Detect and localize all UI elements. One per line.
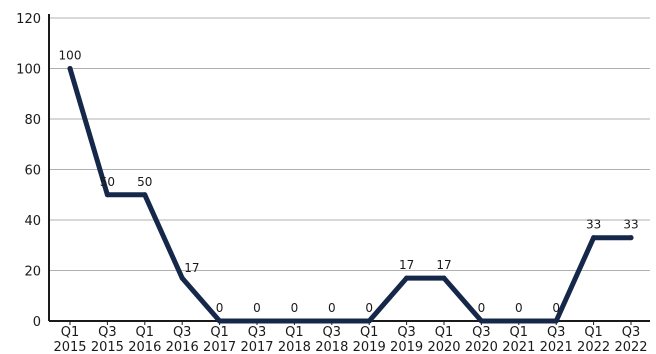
- y-tick-label: 40: [24, 214, 41, 229]
- y-tick-label: 100: [16, 63, 41, 78]
- x-tick-label-quarter: Q3: [323, 325, 342, 340]
- x-tick-label-year: 2021: [540, 340, 573, 354]
- x-tick-label-year: 2019: [353, 340, 386, 354]
- x-tick-label-year: 2020: [465, 340, 498, 354]
- x-tick-labels: Q12015Q32015Q12016Q32016Q12017Q32017Q120…: [53, 325, 647, 354]
- data-label: 0: [515, 301, 523, 315]
- data-point: [516, 318, 522, 324]
- data-point: [366, 318, 372, 324]
- data-label: 17: [436, 258, 451, 272]
- data-point: [404, 275, 410, 281]
- x-tick-label-year: 2019: [390, 340, 423, 354]
- series: [67, 66, 634, 324]
- data-point: [329, 318, 335, 324]
- data-point: [217, 318, 223, 324]
- y-tick-label: 80: [24, 113, 41, 128]
- x-tick-label-year: 2017: [203, 340, 236, 354]
- x-tick-label-quarter: Q3: [472, 325, 491, 340]
- x-tick-label-year: 2016: [128, 340, 161, 354]
- data-label: 17: [184, 261, 199, 275]
- data-point: [591, 235, 597, 241]
- x-tick-label-year: 2021: [502, 340, 535, 354]
- x-tick-label-quarter: Q3: [173, 325, 192, 340]
- data-point: [441, 275, 447, 281]
- y-tick-label: 0: [33, 315, 41, 330]
- x-tick-label-quarter: Q3: [98, 325, 117, 340]
- x-tick-label-quarter: Q1: [435, 325, 454, 340]
- data-point: [104, 192, 110, 198]
- data-point: [179, 275, 185, 281]
- x-tick-label-quarter: Q3: [547, 325, 566, 340]
- x-tick-label-year: 2020: [427, 340, 460, 354]
- data-label: 0: [328, 301, 336, 315]
- x-tick-label-year: 2016: [166, 340, 199, 354]
- data-point: [254, 318, 260, 324]
- data-label: 33: [623, 218, 638, 232]
- data-label: 0: [365, 301, 373, 315]
- data-label: 0: [552, 301, 560, 315]
- data-point: [291, 318, 297, 324]
- x-tick-label-quarter: Q3: [248, 325, 267, 340]
- y-tick-labels: 0 20 40 60 80 100 120: [16, 12, 41, 330]
- data-point: [628, 235, 634, 241]
- data-label: 50: [100, 175, 115, 189]
- data-label: 33: [586, 218, 601, 232]
- data-label: 0: [291, 301, 299, 315]
- data-labels: 100 50 50 17 0 0 0 0 0 17 17 0 0 0 33 33: [59, 49, 639, 316]
- x-tick-label-quarter: Q1: [61, 325, 80, 340]
- x-tick-label-quarter: Q1: [584, 325, 603, 340]
- x-tick-label-quarter: Q1: [285, 325, 304, 340]
- data-label: 0: [216, 301, 224, 315]
- x-tick-label-year: 2022: [577, 340, 610, 354]
- x-tick-label-year: 2022: [614, 340, 647, 354]
- data-point: [142, 192, 148, 198]
- data-label: 50: [137, 175, 152, 189]
- x-tick-label-quarter: Q3: [622, 325, 641, 340]
- x-tick-label-quarter: Q1: [210, 325, 229, 340]
- series-line: [67, 66, 634, 324]
- data-point: [553, 318, 559, 324]
- y-tick-label: 120: [16, 12, 41, 27]
- data-point: [67, 66, 73, 71]
- data-label: 0: [253, 301, 261, 315]
- data-label: 0: [478, 301, 486, 315]
- data-label: 17: [399, 258, 414, 272]
- x-tick-label-quarter: Q1: [510, 325, 529, 340]
- x-tick-label-quarter: Q3: [397, 325, 416, 340]
- x-tick-label-year: 2015: [91, 340, 124, 354]
- x-tick-label-year: 2017: [240, 340, 273, 354]
- y-tick-label: 60: [24, 164, 41, 179]
- x-tick-label-quarter: Q1: [360, 325, 379, 340]
- x-tick-label-year: 2018: [315, 340, 348, 354]
- y-tick-label: 20: [24, 265, 41, 280]
- x-tick-label-quarter: Q1: [136, 325, 155, 340]
- x-tick-label-year: 2015: [53, 340, 86, 354]
- x-tick-label-year: 2018: [278, 340, 311, 354]
- data-point: [478, 318, 484, 324]
- data-label: 100: [59, 49, 82, 63]
- gridlines: [49, 17, 650, 271]
